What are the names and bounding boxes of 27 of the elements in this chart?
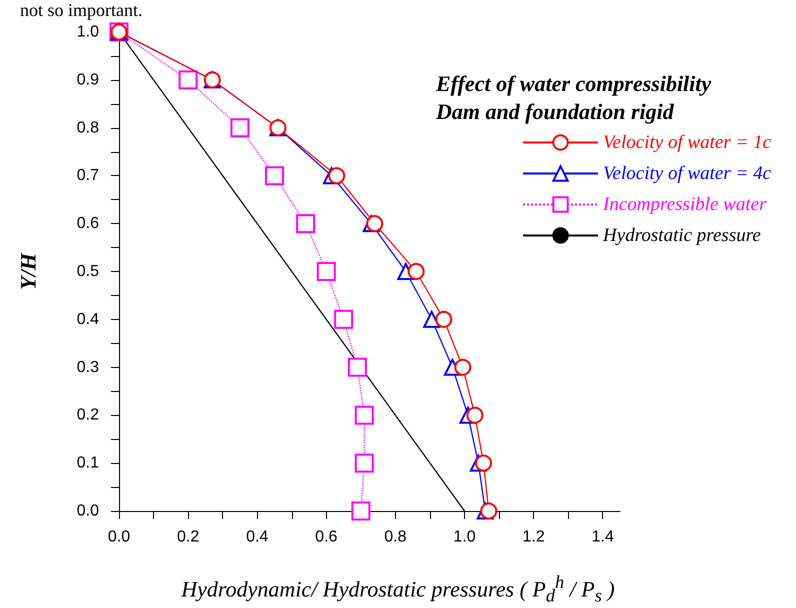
legend-label: Incompressible water — [602, 194, 768, 215]
y-tick-label: 0.1 — [76, 454, 100, 472]
legend-title: Effect of water compressibility Dam and foundation rigid — [436, 70, 712, 126]
y-tick-label: 0.3 — [76, 358, 100, 376]
y-tick-label: 1.0 — [76, 24, 100, 40]
y-tick-label: 0.2 — [76, 406, 100, 424]
y-tick-label: 0.4 — [76, 310, 100, 328]
x-tick-label: 0.4 — [246, 528, 268, 546]
x-tick-label: 0.8 — [384, 528, 407, 546]
x-tick-label: 1.4 — [592, 528, 614, 546]
y-tick-label: 0.0 — [76, 502, 100, 520]
legend-label: Velocity of water = 1c — [603, 132, 772, 153]
x-axis-title: Hydrodynamic/ Hydrostatic pressures ( P$_{d}$$^{h}$ / P$_{s}$ ) — [180, 572, 616, 607]
x-tick-label: 0.2 — [176, 528, 200, 546]
y-tick-label: 0.7 — [76, 167, 100, 184]
legend-label: Velocity of water = 4c — [603, 163, 772, 184]
x-tick-label: 0.0 — [108, 528, 130, 546]
y-tick-label: 0.8 — [76, 119, 100, 136]
y-tick-label: 0.6 — [76, 215, 100, 232]
y-axis-title: Y/H — [16, 252, 40, 290]
legend-label: Hydrostatic pressure — [602, 225, 761, 246]
x-tick-label: 1.2 — [522, 528, 545, 546]
x-tick-label: 1.0 — [453, 528, 476, 546]
y-tick-label: 0.9 — [76, 71, 100, 88]
y-tick-label: 0.5 — [76, 263, 100, 280]
text: not so important. — [20, 0, 142, 20]
x-tick-label: 0.6 — [315, 528, 338, 546]
